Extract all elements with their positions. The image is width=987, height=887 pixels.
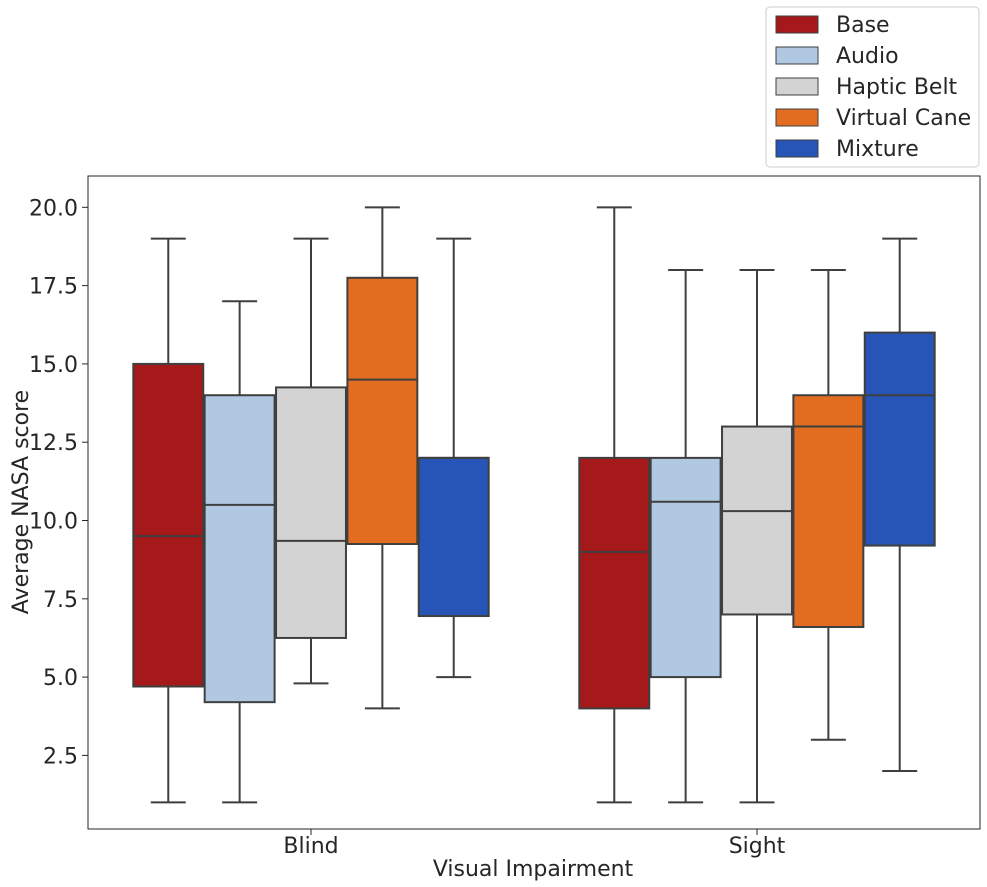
plot-frame [87, 175, 981, 830]
series-mixture [417, 237, 936, 773]
legend-label: Haptic Belt [836, 75, 958, 100]
legend-swatch [775, 139, 819, 158]
y-axis-title: Average NASA score [9, 390, 34, 614]
box-haptic-belt-blind [275, 237, 347, 685]
y-tick-label: 17.5 [29, 275, 78, 300]
box-iqr [721, 425, 793, 616]
y-tick-label: 15.0 [29, 353, 78, 378]
legend-swatch [775, 46, 819, 65]
legend-label: Mixture [836, 137, 919, 162]
box-iqr [132, 362, 205, 688]
box-iqr [417, 456, 490, 618]
x-tick-label: Sight [729, 834, 786, 859]
y-axis: 2.5 5.0 7.5 10.0 12.5 15.0 17.5 20.0 [29, 196, 88, 769]
box-mixture-sight [863, 237, 936, 773]
box-iqr [649, 456, 722, 679]
y-tick-label: 5.0 [43, 666, 78, 691]
box-mixture-blind [417, 237, 490, 679]
y-tick-label: 12.5 [29, 431, 78, 456]
box-virtual-cane-blind [346, 206, 419, 710]
box-audio-sight [649, 268, 722, 804]
y-tick-label: 7.5 [43, 588, 78, 613]
legend-label: Virtual Cane [836, 106, 971, 131]
y-tick-label: 2.5 [43, 744, 78, 769]
box-iqr [203, 394, 276, 704]
box-iqr [578, 456, 651, 710]
box-virtual-cane-sight [792, 268, 865, 741]
series-base [132, 206, 651, 804]
box-iqr [792, 394, 865, 628]
box-iqr [863, 331, 936, 547]
box-haptic-belt-sight [721, 268, 793, 804]
legend-label: Audio [836, 44, 899, 69]
legend-swatch [775, 108, 819, 127]
x-axis-title: Visual Impairment [433, 857, 634, 882]
box-base-blind [132, 237, 205, 804]
legend-swatch [775, 15, 819, 34]
series-virtual-cane [346, 206, 865, 741]
legend: Base Audio Haptic Belt Virtual Cane Mixture [765, 6, 980, 168]
y-tick-label: 10.0 [29, 510, 78, 535]
legend-label: Base [836, 13, 890, 38]
boxes-layer [132, 206, 936, 804]
legend-swatch [775, 77, 819, 96]
series-audio [203, 268, 722, 804]
legend-frame [765, 6, 980, 168]
box-audio-blind [203, 300, 276, 804]
box-iqr [346, 276, 419, 545]
box-base-sight [578, 206, 651, 804]
y-tick-label: 20.0 [29, 196, 78, 221]
x-tick-label: Blind [283, 834, 338, 859]
box-iqr [275, 386, 347, 639]
series-haptic-belt [275, 237, 793, 804]
x-axis: Blind Sight [283, 829, 786, 859]
